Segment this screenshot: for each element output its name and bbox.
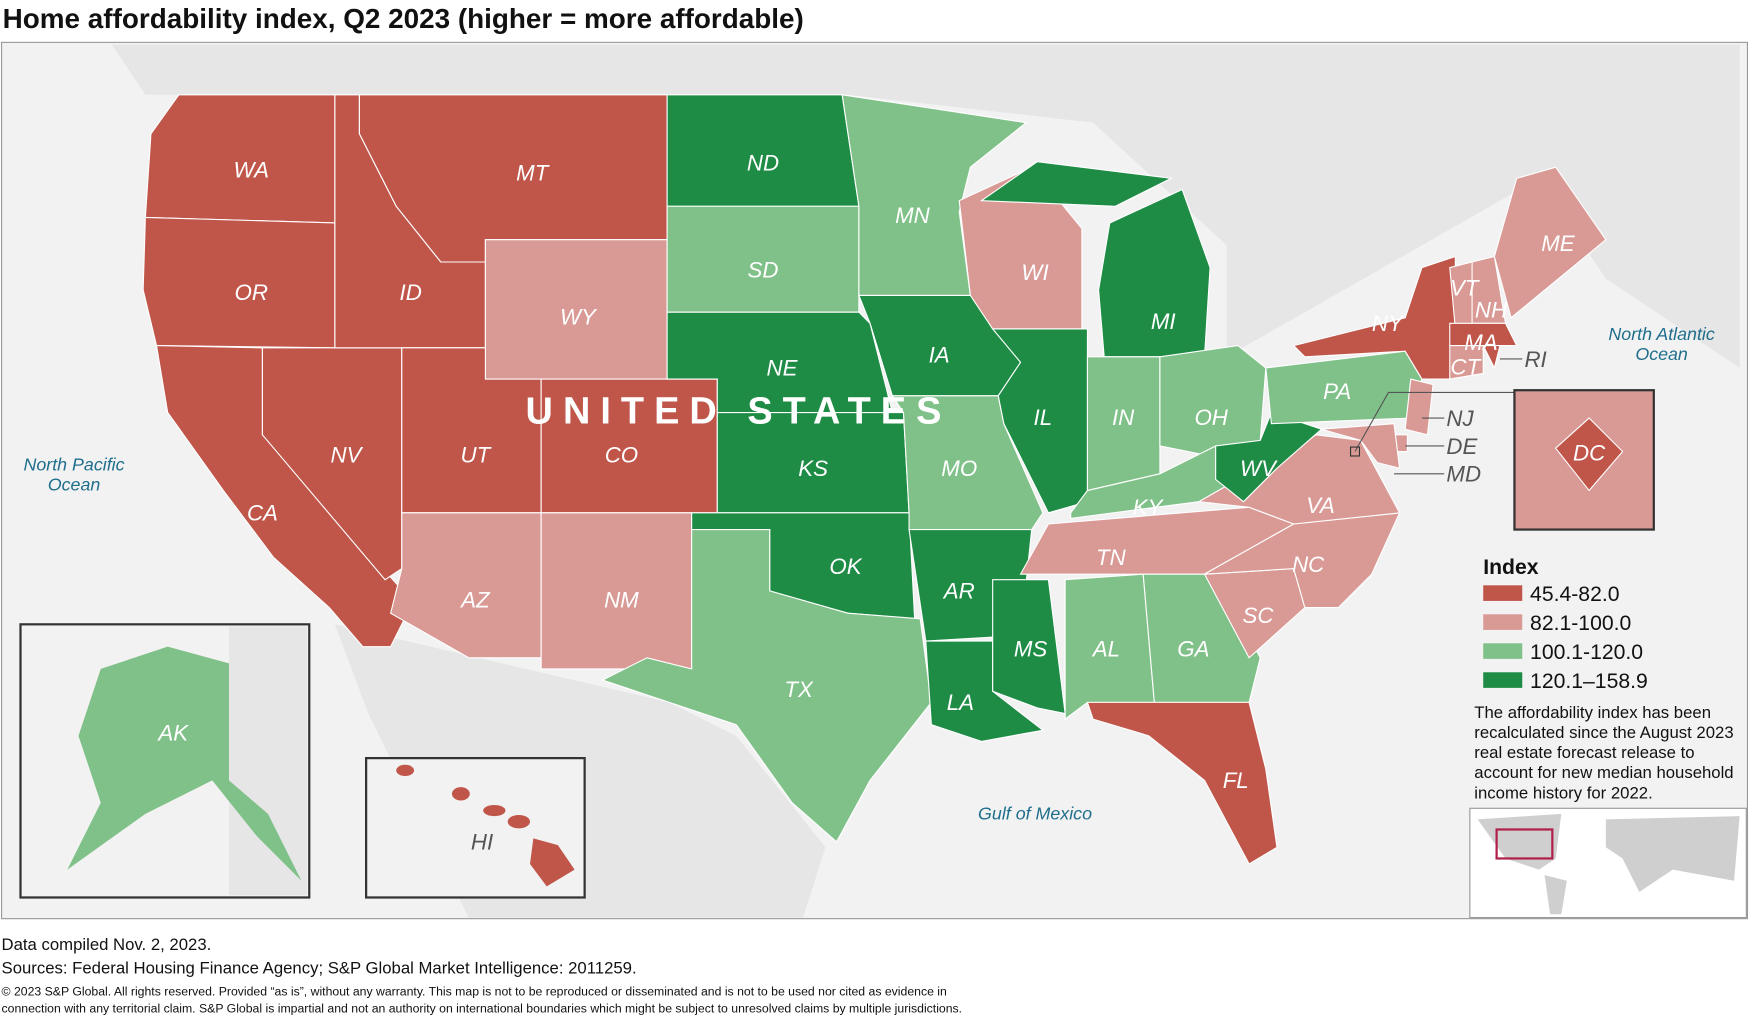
ocean-label-pacific-2: Ocean bbox=[48, 475, 101, 495]
state-FL bbox=[1086, 701, 1278, 865]
state-label-ID: ID bbox=[400, 280, 422, 305]
map-title: Home affordability index, Q2 2023 (highe… bbox=[3, 3, 804, 34]
state-OR bbox=[142, 216, 336, 349]
state-label-ME: ME bbox=[1541, 231, 1576, 256]
state-label-FL: FL bbox=[1223, 768, 1249, 793]
state-label-MN: MN bbox=[895, 203, 931, 228]
legend-swatch bbox=[1483, 672, 1523, 688]
legend-label: 100.1-120.0 bbox=[1530, 641, 1643, 664]
legend-label: 45.4-82.0 bbox=[1530, 583, 1619, 606]
callout-DE: DE bbox=[1446, 434, 1478, 459]
state-label-TN: TN bbox=[1096, 545, 1127, 570]
state-label-NY: NY bbox=[1372, 311, 1405, 336]
callout-MD: MD bbox=[1446, 462, 1481, 487]
state-label-CT: CT bbox=[1451, 355, 1482, 380]
state-label-IN: IN bbox=[1112, 405, 1135, 430]
state-label-WY: WY bbox=[560, 304, 598, 329]
state-label-OH: OH bbox=[1194, 405, 1228, 430]
state-RI bbox=[1482, 345, 1501, 370]
state-label-AL: AL bbox=[1091, 637, 1120, 662]
state-label-VT: VT bbox=[1450, 275, 1480, 300]
footer-sources: Sources: Federal Housing Finance Agency;… bbox=[2, 958, 637, 977]
state-OH bbox=[1159, 345, 1267, 458]
footer-copyright-1: © 2023 S&P Global. All rights reserved. … bbox=[2, 985, 947, 999]
ocean-label-pacific-1: North Pacific bbox=[23, 454, 124, 474]
state-MA bbox=[1449, 322, 1518, 347]
legend-swatch bbox=[1483, 643, 1523, 659]
hawaii-inset: HI bbox=[365, 757, 586, 899]
state-MI-upper bbox=[979, 161, 1173, 207]
state-label-WI: WI bbox=[1021, 260, 1048, 285]
legend-label: 82.1-100.0 bbox=[1530, 612, 1631, 635]
state-label-AR: AR bbox=[942, 579, 975, 604]
state-label-KY: KY bbox=[1133, 495, 1165, 520]
state-MN bbox=[841, 94, 1028, 297]
state-label-NV: NV bbox=[331, 443, 364, 468]
state-label-KS: KS bbox=[798, 456, 828, 481]
state-label-GA: GA bbox=[1177, 637, 1209, 662]
legend-title: Index bbox=[1483, 556, 1539, 579]
state-label-WA: WA bbox=[234, 157, 270, 182]
state-label-MO: MO bbox=[941, 456, 977, 481]
state-labels: WA OR CA NV ID MT WY UT CO AZ NM ND SD NE KS OK TX MN IA MO… bbox=[234, 151, 1576, 794]
dc-inset: DC bbox=[1513, 389, 1655, 531]
state-label-IL: IL bbox=[1034, 405, 1053, 430]
country-label: UNITED STATES bbox=[526, 391, 952, 433]
legend-note: The affordability index has been recalcu… bbox=[1474, 703, 1738, 802]
callout-lines bbox=[1354, 358, 1523, 475]
state-label-NC: NC bbox=[1292, 552, 1325, 577]
footer-copyright-2: connection with any territorial claim. S… bbox=[2, 1001, 963, 1015]
svg-text:DC: DC bbox=[1573, 440, 1606, 465]
state-label-SD: SD bbox=[748, 258, 779, 283]
footer-compiled: Data compiled Nov. 2, 2023. bbox=[2, 935, 212, 954]
legend-label: 120.1–158.9 bbox=[1530, 670, 1648, 693]
state-TX bbox=[601, 529, 932, 843]
world-locator-map bbox=[1469, 807, 1747, 919]
ocean-label-atlantic-1: North Atlantic bbox=[1608, 324, 1714, 344]
state-label-WV: WV bbox=[1240, 456, 1278, 481]
state-label-NE: NE bbox=[766, 356, 798, 381]
state-WV bbox=[1215, 411, 1323, 503]
state-label-MS: MS bbox=[1014, 637, 1048, 662]
state-label-LA: LA bbox=[947, 690, 974, 715]
state-label-OR: OR bbox=[235, 280, 268, 305]
state-CT bbox=[1449, 345, 1484, 380]
state-label-CA: CA bbox=[247, 501, 278, 526]
ocean-label-atlantic-2: Ocean bbox=[1635, 344, 1688, 364]
svg-text:AK: AK bbox=[156, 720, 189, 745]
state-label-MA: MA bbox=[1464, 330, 1497, 355]
state-label-OK: OK bbox=[829, 554, 862, 579]
states-layer bbox=[142, 94, 1607, 865]
legend: Index 45.4-82.0 82.1-100.0 100.1-120.0 120.… bbox=[1474, 556, 1738, 802]
state-label-CO: CO bbox=[605, 443, 638, 468]
state-MS bbox=[992, 579, 1066, 715]
legend-swatch bbox=[1483, 614, 1523, 630]
canada-land bbox=[111, 44, 1740, 368]
state-label-NH: NH bbox=[1475, 298, 1508, 323]
state-label-PA: PA bbox=[1323, 379, 1351, 404]
state-label-SC: SC bbox=[1243, 603, 1275, 628]
state-label-TX: TX bbox=[784, 677, 814, 702]
state-label-AZ: AZ bbox=[459, 588, 491, 613]
callout-NJ: NJ bbox=[1446, 406, 1474, 431]
svg-text:HI: HI bbox=[471, 830, 493, 855]
state-MD bbox=[1321, 423, 1401, 469]
alaska-inset: AK bbox=[19, 623, 311, 899]
state-ME bbox=[1493, 166, 1607, 319]
state-label-MT: MT bbox=[516, 161, 550, 186]
state-label-MI: MI bbox=[1151, 309, 1176, 334]
state-label-UT: UT bbox=[461, 443, 492, 468]
state-label-VA: VA bbox=[1306, 493, 1335, 518]
state-label-IA: IA bbox=[929, 342, 950, 367]
dc-locator-box bbox=[1349, 446, 1361, 457]
state-NJ bbox=[1404, 378, 1434, 436]
ocean-label-gulf: Gulf of Mexico bbox=[978, 803, 1092, 823]
legend-swatch bbox=[1483, 585, 1523, 601]
state-label-NM: NM bbox=[604, 588, 639, 613]
callout-RI: RI bbox=[1524, 347, 1546, 372]
state-label-ND: ND bbox=[747, 151, 779, 176]
